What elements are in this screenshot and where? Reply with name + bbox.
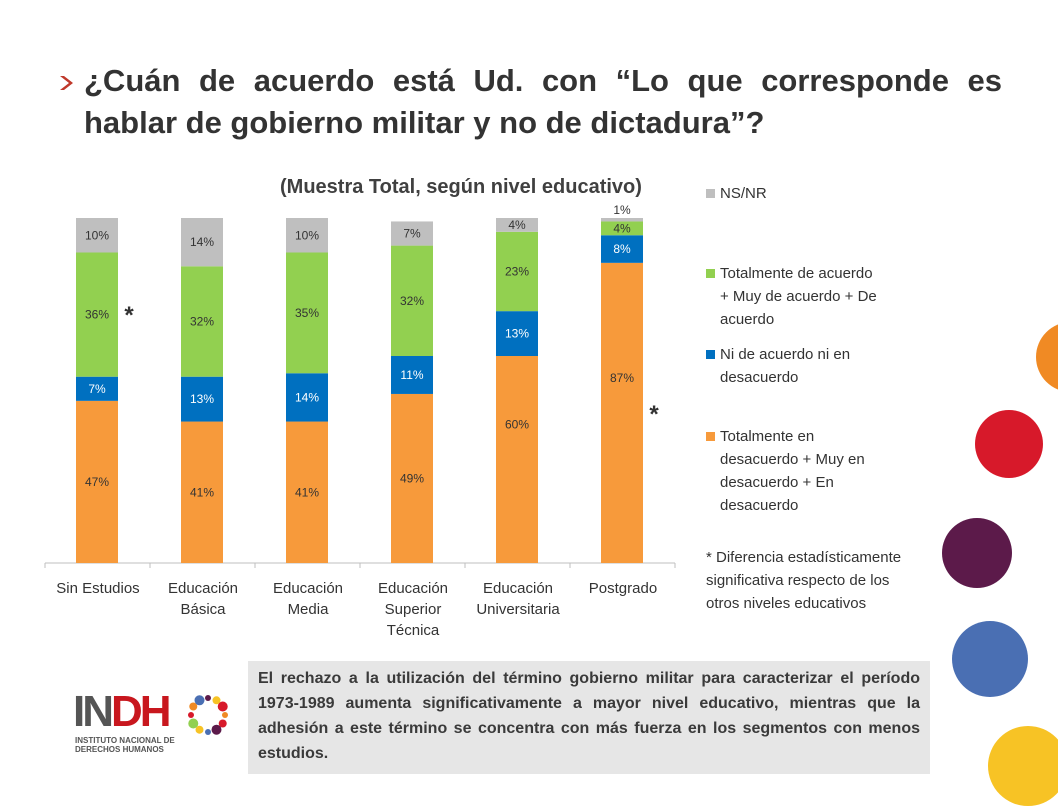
legend-swatch-3 [706,432,715,441]
legend-label-0: NS/NR [720,185,767,202]
data-label-4-1: 13% [505,327,529,341]
legend-swatch-2 [706,350,715,359]
x-tick-label-2-0: Educación [273,580,343,597]
logo-dot-7 [189,702,198,711]
data-label-4-3: 4% [508,218,526,232]
data-label-3-0: 49% [400,471,424,485]
x-tick-label-4-0: Educación [483,580,553,597]
bar-segment-3-3 [391,221,433,246]
x-tick-label-3-0: Educación [378,580,448,597]
data-label-3-1: 11% [400,368,423,382]
data-label-4-0: 60% [505,418,529,432]
bar-segment-2-3 [286,218,328,253]
bar-segment-1-0 [181,421,223,563]
legend-swatch-1 [706,269,715,278]
bar-segment-4-0 [496,356,538,563]
logo-dots-ring [188,695,228,735]
bar-segment-5-0 [601,262,643,563]
legend-label-2: Ni de acuerdo ni en desacuerdo [720,346,851,386]
bar-segment-3-1 [391,356,433,394]
bar-segment-0-2 [76,252,118,377]
data-label-4-2: 23% [505,264,529,278]
data-label-3-2: 32% [400,294,424,308]
logo-wordmark: INDH [73,687,172,736]
x-tick-label-5-0: Postgrado [589,580,657,597]
bar-segment-0-3 [76,218,118,253]
decor-circle-red [975,410,1043,478]
bar-segment-5-1 [601,235,643,263]
data-label-0-0: 47% [85,475,109,489]
logo-subtitle: INSTITUTO NACIONAL DE DERECHOS HUMANOS [75,736,175,754]
title-line-2: hablar de gobierno militar y no de dicta… [84,105,765,140]
bar-segment-4-3 [496,218,538,232]
bar-segment-0-1 [76,376,118,401]
data-label-0-2: 36% [85,308,109,322]
x-tick-label-3-2: Técnica [387,622,440,639]
logo-dot-1 [218,719,227,728]
data-label-1-0: 41% [190,485,214,499]
indh-logo: INDH INSTITUTO NACIONAL DE DERECHOS HUMA… [73,690,233,760]
x-tick-label-2-1: Media [288,601,330,618]
data-label-5-1: 8% [613,242,631,256]
bar-segment-1-2 [181,266,223,377]
chevron-right-icon [60,76,73,90]
bar-segment-1-3 [181,218,223,267]
bar-segment-2-0 [286,421,328,563]
chart-title: (Muestra Total, según nivel educativo) [280,176,642,198]
decor-circle-purple [942,518,1012,588]
logo-dot-3 [205,729,211,735]
data-label-0-3: 10% [85,228,109,242]
summary-box: El rechazo a la utilización del término … [248,661,930,774]
bar-segment-4-1 [496,311,538,356]
decor-circle-orange [1036,322,1058,392]
bar-segment-0-0 [76,400,118,563]
decor-circle-blue [952,621,1028,697]
significance-mark-0: * [124,302,134,329]
data-label-5-0: 87% [610,371,634,385]
logo-dot-11 [217,701,228,712]
decor-circle-yellow [988,726,1058,806]
data-label-1-2: 32% [190,315,214,329]
legend-label-3: Totalmente en desacuerdo + Muy en desacuer… [720,428,865,514]
data-label-5-2: 4% [613,221,631,235]
x-tick-label-0-0: Sin Estudios [56,580,139,597]
x-tick-label-1-0: Educación [168,580,238,597]
bar-segment-1-1 [181,376,223,422]
data-label-1-1: 13% [190,392,214,406]
title-text: ¿Cuán de acuerdo está Ud. con “Lo que co… [84,60,1002,144]
logo-dot-2 [211,724,222,735]
bar-segment-3-0 [391,393,433,563]
data-label-1-3: 14% [190,235,214,249]
summary-text: El rechazo a la utilización del término … [258,670,920,762]
bar-segment-5-2 [601,221,643,236]
legend-label-1: Totalmente de acuerdo + Muy de acuerdo + … [720,265,877,328]
data-label-2-3: 10% [295,228,319,242]
significance-mark-1: * [649,401,659,428]
x-tick-label-4-1: Universitaria [476,601,560,618]
data-label-3-3: 7% [403,227,421,241]
bar-segment-2-1 [286,373,328,422]
bar-segment-5-3 [601,218,643,222]
bar-segment-4-2 [496,231,538,312]
data-label-2-1: 14% [295,390,319,404]
x-tick-label-1-1: Básica [180,601,226,618]
logo-dot-9 [205,695,211,701]
logo-dot-8 [194,695,205,706]
logo-dot-10 [212,696,221,705]
logo-dot-6 [188,712,194,718]
significance-note: * Diferencia estadísticamente significat… [706,549,902,612]
legend-swatch-0 [706,189,715,198]
title-line-1: ¿Cuán de acuerdo está Ud. con “Lo que co… [84,63,1002,98]
data-label-2-0: 41% [295,485,319,499]
data-label-5-3: 1% [613,203,631,217]
logo-dot-4 [195,725,204,734]
x-tick-label-3-1: Superior [385,601,442,618]
bar-segment-2-2 [286,252,328,374]
data-label-0-1: 7% [88,382,106,396]
data-label-2-2: 35% [295,306,319,320]
bar-segment-3-2 [391,245,433,356]
logo-dot-0 [222,712,228,718]
logo-dot-5 [188,718,199,729]
